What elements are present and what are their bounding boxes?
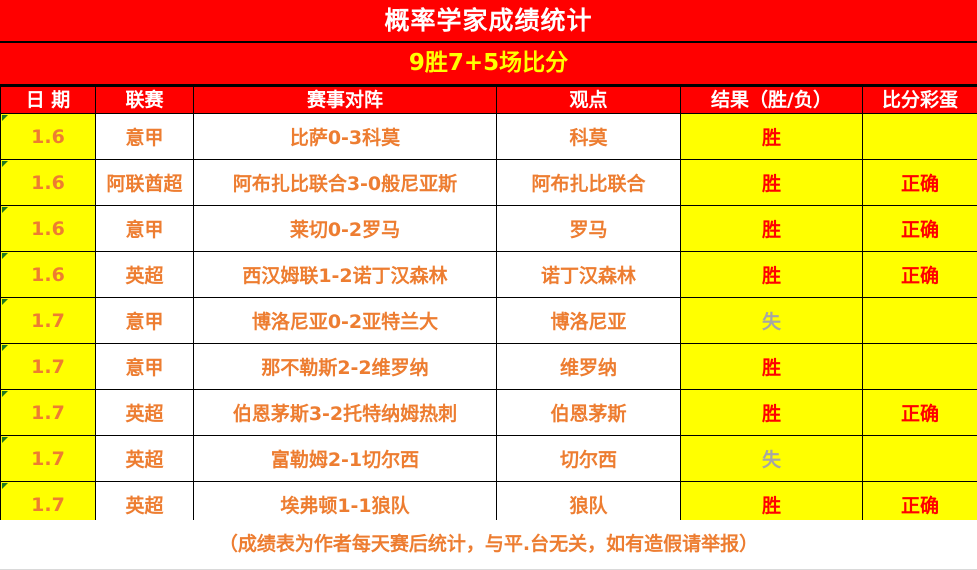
cell-result[interactable]: 胜 xyxy=(680,113,863,160)
cell-view[interactable]: 伯恩茅斯 xyxy=(496,389,681,436)
table-body: 1.6 意甲 比萨0-3科莫 科莫胜 1.6 阿联酋超 阿布扎比联合3-0般尼亚斯 阿布扎比联… xyxy=(0,113,977,528)
cell-view[interactable]: 诺丁汉森林 xyxy=(496,251,681,298)
table-row: 1.6 意甲 比萨0-3科莫 科莫胜 xyxy=(0,113,977,160)
cell-comment-indicator-icon xyxy=(2,115,8,121)
cell-league[interactable]: 阿联酋超 xyxy=(95,159,194,206)
table-header-row: 日 期 联赛 赛事对阵 观点 结果（胜/负） 比分彩蛋 xyxy=(0,86,977,114)
table-row: 1.6 英超 西汉姆联1-2诺丁汉森林 诺丁汉森林胜正确 xyxy=(0,251,977,298)
cell-date[interactable]: 1.6 xyxy=(0,159,96,206)
cell-date[interactable]: 1.7 xyxy=(0,389,96,436)
cell-result[interactable]: 胜 xyxy=(680,159,863,206)
cell-league[interactable]: 英超 xyxy=(95,435,194,482)
column-header-egg[interactable]: 比分彩蛋 xyxy=(862,86,977,114)
cell-score-egg[interactable]: 正确 xyxy=(862,159,977,206)
column-header-league[interactable]: 联赛 xyxy=(95,86,194,114)
title-banner: 概率学家成绩统计 xyxy=(0,0,977,43)
cell-match[interactable]: 富勒姆2-1切尔西 xyxy=(193,435,497,482)
cell-match[interactable]: 博洛尼亚0-2亚特兰大 xyxy=(193,297,497,344)
cell-view[interactable]: 科莫 xyxy=(496,113,681,160)
cell-score-egg[interactable]: 正确 xyxy=(862,389,977,436)
cell-date[interactable]: 1.7 xyxy=(0,435,96,482)
cell-match[interactable]: 阿布扎比联合3-0般尼亚斯 xyxy=(193,159,497,206)
table-row: 1.7 英超 伯恩茅斯3-2托特纳姆热刺 伯恩茅斯胜正确 xyxy=(0,389,977,436)
page-title: 概率学家成绩统计 xyxy=(384,6,593,35)
cell-score-egg[interactable] xyxy=(862,113,977,160)
cell-comment-indicator-icon xyxy=(2,299,8,305)
cell-result[interactable]: 胜 xyxy=(680,251,863,298)
table-header: 日 期 联赛 赛事对阵 观点 结果（胜/负） 比分彩蛋 xyxy=(0,86,977,114)
cell-comment-indicator-icon xyxy=(2,207,8,213)
table-row: 1.6 阿联酋超 阿布扎比联合3-0般尼亚斯 阿布扎比联合胜正确 xyxy=(0,159,977,206)
cell-score-egg[interactable]: 正确 xyxy=(862,251,977,298)
cell-match[interactable]: 莱切0-2罗马 xyxy=(193,205,497,252)
cell-result[interactable]: 失 xyxy=(680,297,863,344)
footer-note-row: （成绩表为作者每天赛后统计，与平.台无关，如有造假请举报） xyxy=(0,520,977,570)
cell-date[interactable]: 1.7 xyxy=(0,343,96,390)
column-header-view[interactable]: 观点 xyxy=(496,86,681,114)
table-row: 1.7 意甲 博洛尼亚0-2亚特兰大 博洛尼亚失 xyxy=(0,297,977,344)
cell-league[interactable]: 意甲 xyxy=(95,343,194,390)
cell-match[interactable]: 比萨0-3科莫 xyxy=(193,113,497,160)
cell-view[interactable]: 维罗纳 xyxy=(496,343,681,390)
cell-league[interactable]: 英超 xyxy=(95,389,194,436)
cell-result[interactable]: 胜 xyxy=(680,205,863,252)
cell-league[interactable]: 意甲 xyxy=(95,205,194,252)
results-table: 日 期 联赛 赛事对阵 观点 结果（胜/负） 比分彩蛋 1.6 意甲 比萨0-3科莫… xyxy=(0,86,977,528)
cell-result[interactable]: 胜 xyxy=(680,481,863,528)
cell-match[interactable]: 伯恩茅斯3-2托特纳姆热刺 xyxy=(193,389,497,436)
cell-score-egg[interactable]: 正确 xyxy=(862,205,977,252)
cell-match[interactable]: 西汉姆联1-2诺丁汉森林 xyxy=(193,251,497,298)
cell-result[interactable]: 胜 xyxy=(680,389,863,436)
cell-date[interactable]: 1.6 xyxy=(0,251,96,298)
table-row: 1.6 意甲 莱切0-2罗马 罗马胜正确 xyxy=(0,205,977,252)
cell-view[interactable]: 阿布扎比联合 xyxy=(496,159,681,206)
cell-comment-indicator-icon xyxy=(2,253,8,259)
disclaimer-note: （成绩表为作者每天赛后统计，与平.台无关，如有造假请举报） xyxy=(218,533,759,555)
cell-comment-indicator-icon xyxy=(2,437,8,443)
cell-score-egg[interactable] xyxy=(862,435,977,482)
cell-league[interactable]: 意甲 xyxy=(95,297,194,344)
cell-date[interactable]: 1.6 xyxy=(0,113,96,160)
table-row: 1.7 意甲 那不勒斯2-2维罗纳 维罗纳胜 xyxy=(0,343,977,390)
column-header-date[interactable]: 日 期 xyxy=(0,86,96,114)
cell-comment-indicator-icon xyxy=(2,161,8,167)
cell-date[interactable]: 1.6 xyxy=(0,205,96,252)
subtitle-banner: 9胜7+5场比分 xyxy=(0,43,977,86)
record-summary: 9胜7+5场比分 xyxy=(408,50,569,76)
cell-view[interactable]: 罗马 xyxy=(496,205,681,252)
cell-comment-indicator-icon xyxy=(2,391,8,397)
cell-comment-indicator-icon xyxy=(2,483,8,489)
cell-comment-indicator-icon xyxy=(2,345,8,351)
column-header-match[interactable]: 赛事对阵 xyxy=(193,86,497,114)
cell-league[interactable]: 意甲 xyxy=(95,113,194,160)
cell-result[interactable]: 胜 xyxy=(680,343,863,390)
cell-match[interactable]: 那不勒斯2-2维罗纳 xyxy=(193,343,497,390)
cell-date[interactable]: 1.7 xyxy=(0,297,96,344)
cell-view[interactable]: 切尔西 xyxy=(496,435,681,482)
cell-result[interactable]: 失 xyxy=(680,435,863,482)
cell-league[interactable]: 英超 xyxy=(95,251,194,298)
cell-score-egg[interactable] xyxy=(862,343,977,390)
table-row: 1.7 英超 富勒姆2-1切尔西 切尔西失 xyxy=(0,435,977,482)
cell-score-egg[interactable] xyxy=(862,297,977,344)
column-header-result[interactable]: 结果（胜/负） xyxy=(680,86,863,114)
cell-view[interactable]: 博洛尼亚 xyxy=(496,297,681,344)
